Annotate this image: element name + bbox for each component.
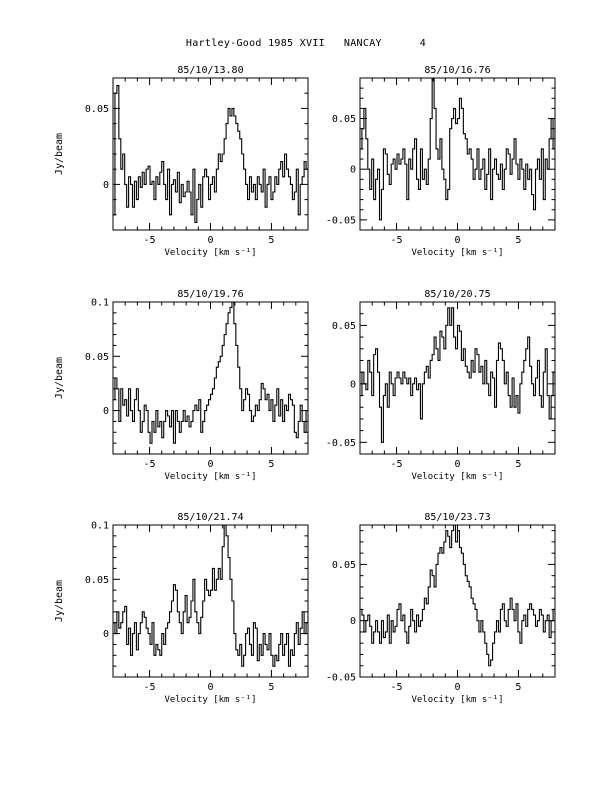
y-tick-label: 0.05 xyxy=(332,321,356,332)
y-tick-label: 0 xyxy=(103,629,109,640)
plot-frame xyxy=(359,524,556,678)
x-tick-label: -5 xyxy=(391,235,403,246)
x-tick-label: 5 xyxy=(268,459,274,470)
x-tick-label: 5 xyxy=(268,235,274,246)
x-tick-label: -5 xyxy=(391,459,403,470)
y-tick-label: -0.05 xyxy=(326,215,356,226)
spectrum-panel-5: 85/10/21.74 -5 0 5 0 0.05 0.1 Velocity [km s⁻¹]… xyxy=(54,512,309,705)
spectrum-panel-2: 85/10/16.76 -5 0 5 -0.05 0 0.05 Velocity [km s⁻… xyxy=(326,65,556,258)
y-tick-label: 0 xyxy=(350,616,356,627)
x-axis-label: Velocity [km s⁻¹] xyxy=(164,695,256,705)
y-tick-label: 0.1 xyxy=(91,298,109,309)
x-axis-label: Velocity [km s⁻¹] xyxy=(164,472,256,482)
x-tick-label: 0 xyxy=(454,459,460,470)
x-axis-label: Velocity [km s⁻¹] xyxy=(411,248,503,258)
x-tick-label: 0 xyxy=(207,459,213,470)
y-tick-label: 0 xyxy=(350,379,356,390)
y-tick-label: 0.05 xyxy=(85,352,109,363)
panel-title: 85/10/16.76 xyxy=(424,65,490,76)
panel-title: 85/10/13.80 xyxy=(177,65,243,76)
x-tick-label: -5 xyxy=(391,682,403,693)
x-tick-label: -5 xyxy=(144,235,156,246)
x-tick-label: -5 xyxy=(144,459,156,470)
spectrum-panel-3: 85/10/19.76 -5 0 5 0 0.05 0.1 Velocity [km s⁻¹]… xyxy=(54,289,309,482)
plot-frame xyxy=(359,77,556,231)
x-tick-label: 5 xyxy=(515,235,521,246)
spectrum-line xyxy=(360,525,555,667)
spectrum-line xyxy=(113,302,308,444)
spectrum-line xyxy=(113,525,308,667)
x-tick-label: 0 xyxy=(207,682,213,693)
spectrum-panel-1: 85/10/13.80 -5 0 5 0 0.05 Velocity [km s⁻¹] Jy/… xyxy=(54,65,309,258)
y-tick-label: -0.05 xyxy=(326,438,356,449)
x-tick-label: 5 xyxy=(268,682,274,693)
y-tick-label: 0.1 xyxy=(91,521,109,532)
y-tick-label: 0.05 xyxy=(332,560,356,571)
spectrum-panel-6: 85/10/23.73 -5 0 5 -0.05 0 0.05 Velocity [km s⁻… xyxy=(326,512,556,705)
page-title: Hartley-Good 1985 XVII NANCAY 4 xyxy=(185,38,427,49)
x-tick-label: 0 xyxy=(207,235,213,246)
spectrum-line xyxy=(360,307,555,443)
y-tick-label: -0.05 xyxy=(326,673,356,684)
y-tick-label: 0 xyxy=(103,406,109,417)
y-tick-label: 0.05 xyxy=(332,114,356,125)
y-axis-label: Jy/beam xyxy=(54,580,65,622)
x-tick-label: 0 xyxy=(454,682,460,693)
panel-title: 85/10/23.73 xyxy=(424,512,490,523)
x-tick-label: -5 xyxy=(144,682,156,693)
x-tick-label: 5 xyxy=(515,459,521,470)
y-tick-label: 0.05 xyxy=(85,575,109,586)
y-tick-label: 0 xyxy=(103,180,109,191)
spectrum-panel-4: 85/10/20.75 -5 0 5 -0.05 0 0.05 Velocity [km s⁻… xyxy=(326,289,556,482)
x-axis-label: Velocity [km s⁻¹] xyxy=(164,248,256,258)
plot-frame xyxy=(112,77,309,231)
spectrum-line xyxy=(113,85,308,223)
panel-title: 85/10/20.75 xyxy=(424,289,490,300)
y-axis-label: Jy/beam xyxy=(54,357,65,399)
panel-title: 85/10/21.74 xyxy=(177,512,243,523)
y-tick-label: 0 xyxy=(350,165,356,176)
x-tick-label: 5 xyxy=(515,682,521,693)
x-tick-label: 0 xyxy=(454,235,460,246)
spectrum-line xyxy=(360,78,555,221)
y-axis-label: Jy/beam xyxy=(54,133,65,175)
y-tick-label: 0.05 xyxy=(85,104,109,115)
x-axis-label: Velocity [km s⁻¹] xyxy=(411,472,503,482)
x-axis-label: Velocity [km s⁻¹] xyxy=(411,695,503,705)
panel-title: 85/10/19.76 xyxy=(177,289,243,300)
